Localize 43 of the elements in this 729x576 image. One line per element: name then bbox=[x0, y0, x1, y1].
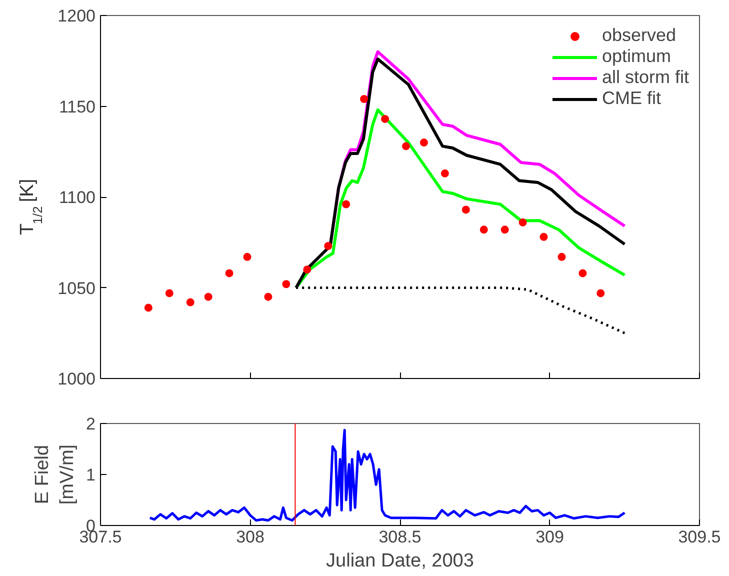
point bbox=[324, 242, 332, 250]
y-axis-title: T1/2 [K] bbox=[17, 178, 45, 236]
point bbox=[144, 304, 152, 312]
point bbox=[303, 266, 312, 274]
point bbox=[440, 169, 449, 178]
point bbox=[186, 298, 194, 306]
point bbox=[381, 114, 390, 123]
y-tick-label: 1050 bbox=[58, 278, 96, 298]
point bbox=[518, 218, 527, 226]
point bbox=[165, 289, 174, 298]
point bbox=[204, 292, 212, 301]
point bbox=[596, 289, 605, 298]
point bbox=[225, 269, 234, 278]
point bbox=[342, 200, 350, 208]
legend-label: observed bbox=[602, 25, 676, 46]
point bbox=[264, 292, 272, 301]
x-axis-title: Julian Date, 2003 bbox=[326, 550, 474, 572]
y-axis-title: E Field [mV/m] bbox=[32, 444, 78, 505]
point bbox=[462, 206, 470, 214]
line-series bbox=[148, 428, 626, 522]
point bbox=[500, 226, 509, 234]
point bbox=[282, 280, 290, 288]
y-tick-label: 1000 bbox=[58, 370, 96, 388]
point bbox=[558, 252, 566, 261]
x-tick-label: 308.5 bbox=[378, 528, 422, 546]
x-tick-label: 308 bbox=[236, 528, 264, 546]
point bbox=[243, 252, 252, 261]
x-tick-label: 309.5 bbox=[678, 528, 721, 546]
point bbox=[420, 138, 428, 147]
legend-label: CME fit bbox=[602, 88, 661, 109]
point bbox=[480, 226, 488, 234]
point bbox=[578, 269, 587, 278]
y-tick-label: 1150 bbox=[58, 97, 96, 116]
x-tick-label: 309 bbox=[536, 528, 564, 546]
point bbox=[540, 232, 548, 241]
y-tick-label: 1 bbox=[86, 466, 96, 484]
y-tick-label: 2 bbox=[86, 414, 96, 434]
point bbox=[360, 94, 368, 103]
point bbox=[402, 142, 410, 150]
y-tick-label: 1200 bbox=[58, 6, 96, 26]
legend-label: optimum bbox=[602, 46, 672, 67]
legend-label: all storm fit bbox=[602, 67, 689, 88]
y-tick-label: 1100 bbox=[58, 188, 96, 207]
